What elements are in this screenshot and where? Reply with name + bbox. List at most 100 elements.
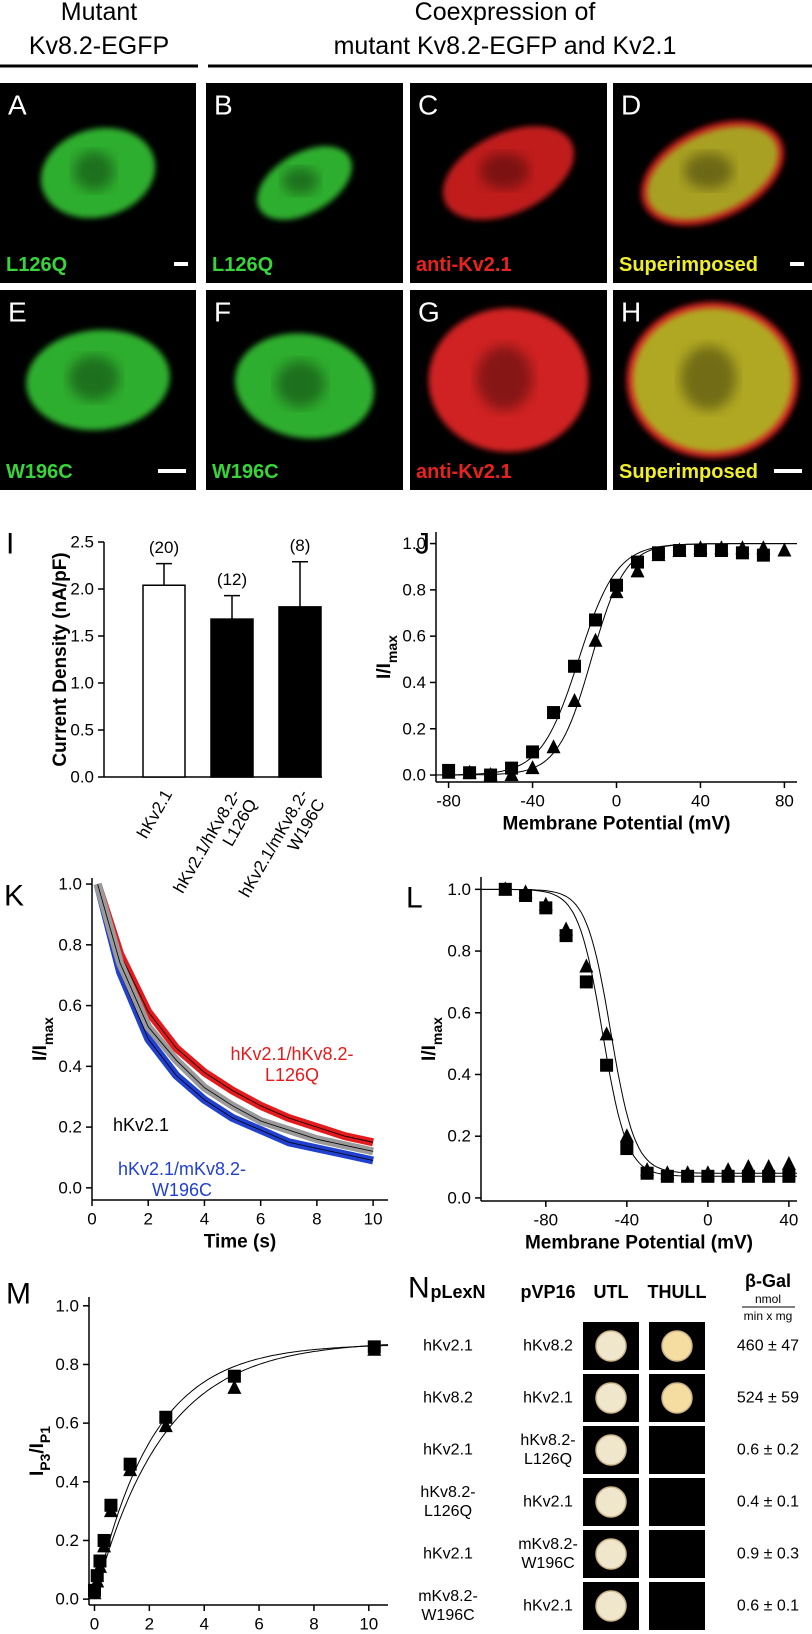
scale-bar bbox=[790, 262, 804, 266]
trace-label: hKv2.1/hKv8.2- bbox=[230, 1044, 353, 1064]
marker-square bbox=[526, 745, 540, 759]
x-tick-label: 0 bbox=[90, 1615, 99, 1634]
panel-letter: F bbox=[214, 297, 231, 328]
marker-triangle bbox=[97, 1538, 112, 1553]
x-tick-label: 4 bbox=[200, 1210, 209, 1229]
marker-triangle bbox=[546, 739, 561, 754]
marker-triangle bbox=[700, 1165, 715, 1180]
marker-triangle bbox=[672, 542, 687, 557]
marker-square bbox=[600, 1058, 614, 1072]
marker-triangle bbox=[609, 584, 624, 599]
y-tick-label: 0.0 bbox=[402, 766, 426, 785]
row-label: hKv2.1 bbox=[523, 1598, 573, 1615]
panel-letter: D bbox=[621, 90, 641, 121]
panel-letter: B bbox=[214, 90, 233, 121]
row-label: hKv2.1 bbox=[523, 1390, 573, 1407]
colony bbox=[661, 1330, 693, 1362]
row-label: hKv2.1 bbox=[423, 1338, 473, 1355]
y-label-text: /I bbox=[27, 1443, 48, 1454]
marker-square bbox=[579, 975, 593, 989]
marker-triangle bbox=[498, 881, 513, 896]
x-tick-label: 6 bbox=[254, 1615, 263, 1634]
y-tick-label: 0.2 bbox=[447, 1127, 471, 1146]
marker-square bbox=[568, 659, 582, 673]
micrograph: A L126Q bbox=[0, 83, 196, 283]
x-tick-label: -80 bbox=[436, 792, 461, 811]
x-tick-label: 10 bbox=[364, 1210, 383, 1229]
y-label-text: I/I bbox=[374, 663, 395, 679]
y-tick-label: 0.6 bbox=[402, 627, 426, 646]
y-tick-label: 0.6 bbox=[55, 1414, 79, 1433]
chart: K 0.0 0.2 0.4 0.6 0.8 1.0 0 2 4 6 8 10 Time (s) I/Imax… bbox=[4, 875, 388, 1253]
x-tick-label: 40 bbox=[691, 792, 710, 811]
y-label-sub: max bbox=[429, 1017, 445, 1045]
marker-triangle bbox=[538, 896, 553, 911]
trace-mean bbox=[97, 883, 374, 1152]
row-label: hKv2.1 bbox=[523, 1494, 573, 1511]
marker-triangle bbox=[588, 632, 603, 647]
marker-square bbox=[589, 613, 603, 627]
row-label: mKv8.2- bbox=[518, 1536, 578, 1553]
y-tick-label: 0.4 bbox=[447, 1065, 471, 1084]
panel-letter: C bbox=[418, 90, 438, 121]
micrograph: B L126Q bbox=[206, 83, 403, 283]
trace-label: L126Q bbox=[265, 1065, 319, 1085]
micrograph: H Superimposed bbox=[613, 290, 812, 490]
row-label: L126Q bbox=[524, 1451, 572, 1468]
cell bbox=[626, 302, 799, 458]
y-tick-label: 1.5 bbox=[70, 627, 94, 646]
marker-square bbox=[620, 1142, 634, 1156]
marker-triangle bbox=[777, 542, 792, 557]
column-header: pLexN bbox=[430, 1282, 485, 1302]
y-label-sub: max bbox=[40, 1017, 56, 1045]
plate-spot bbox=[649, 1530, 705, 1578]
y-label-sub: P3 bbox=[37, 1453, 53, 1470]
column-header: pVP16 bbox=[520, 1282, 575, 1302]
cell bbox=[257, 146, 352, 220]
row-label: hKv8.2- bbox=[520, 1432, 575, 1449]
marker-triangle bbox=[227, 1379, 242, 1394]
sample-size: (8) bbox=[290, 536, 311, 555]
cell bbox=[428, 308, 589, 452]
row-label: W196C bbox=[421, 1607, 474, 1624]
bar bbox=[142, 584, 186, 778]
header-right: mutant Kv8.2-EGFP and Kv2.1 bbox=[334, 32, 677, 60]
y-axis-label: I/Imax bbox=[419, 1017, 446, 1061]
fit-curve bbox=[480, 888, 797, 1174]
x-axis-label: Membrane Potential (mV) bbox=[502, 814, 730, 835]
panel-letter: A bbox=[8, 90, 27, 121]
marker-triangle bbox=[599, 1026, 614, 1041]
marker-triangle bbox=[756, 540, 771, 555]
marker-triangle bbox=[441, 764, 456, 779]
marker-triangle bbox=[741, 1159, 756, 1174]
panel-letter: I bbox=[6, 528, 14, 561]
micrograph-label: W196C bbox=[212, 461, 279, 483]
row-label: W196C bbox=[521, 1555, 574, 1572]
x-tick-label: 0 bbox=[612, 792, 621, 811]
y-tick-label: 0.6 bbox=[58, 996, 82, 1015]
marker-triangle bbox=[103, 1503, 118, 1518]
x-tick-label: 8 bbox=[312, 1210, 321, 1229]
row-label: L126Q bbox=[424, 1503, 472, 1520]
marker-triangle bbox=[651, 547, 666, 562]
nucleus bbox=[476, 345, 533, 411]
y-label-sub: max bbox=[384, 635, 400, 663]
y-label-text: I/I bbox=[30, 1045, 51, 1061]
panel-letter: K bbox=[4, 880, 24, 913]
y-tick-label: 0.5 bbox=[70, 721, 94, 740]
marker-triangle bbox=[123, 1462, 138, 1477]
y-tick-label: 0.8 bbox=[58, 935, 82, 954]
marker-triangle bbox=[619, 1128, 634, 1143]
y-tick-label: 0.8 bbox=[447, 942, 471, 961]
error-bar bbox=[224, 594, 240, 620]
x-tick-label: -80 bbox=[534, 1211, 559, 1230]
marker-square bbox=[547, 706, 561, 720]
bar bbox=[278, 606, 322, 778]
header-left: Kv8.2-EGFP bbox=[29, 32, 169, 60]
y-tick-label: 1.0 bbox=[55, 1296, 79, 1315]
bgal-value: 0.6 ± 0.1 bbox=[737, 1598, 799, 1615]
y-label-text: I/I bbox=[419, 1045, 440, 1061]
y-label-text: Current Density (nA/pF) bbox=[50, 552, 71, 766]
colony bbox=[595, 1382, 627, 1414]
